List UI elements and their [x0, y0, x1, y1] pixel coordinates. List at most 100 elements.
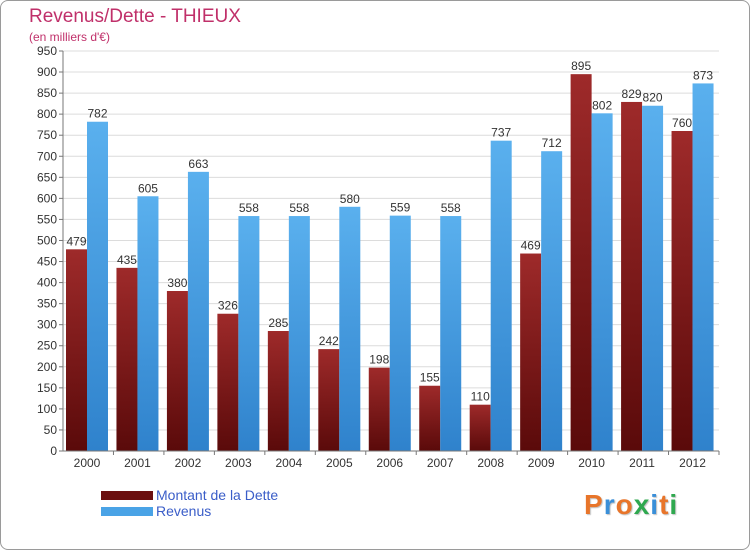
y-axis-ticks: 0 50 100 150 200 250 300 350 400 450 500 550 600 650 7… [37, 44, 63, 458]
y-tick-label: 250 [37, 339, 57, 353]
bar-dette [217, 313, 239, 451]
y-tick-label: 500 [37, 233, 57, 247]
legend-label-dette: Montant de la Dette [156, 487, 279, 503]
x-tick-label: 2000 [74, 456, 101, 470]
y-tick-label: 700 [37, 149, 57, 163]
bar-dette [116, 267, 138, 451]
label-revenus: 782 [87, 107, 107, 121]
x-tick-label: 2008 [477, 456, 504, 470]
legend-swatch-revenus [101, 506, 153, 516]
y-tick-label: 100 [37, 402, 57, 416]
logo-letter: P [584, 489, 604, 520]
label-dette: 895 [571, 59, 591, 73]
y-tick-label: 850 [37, 86, 57, 100]
bar-revenus [642, 105, 664, 451]
label-revenus: 605 [138, 181, 158, 195]
chart-title: Revenus/Dette - THIEUX [29, 6, 241, 27]
label-dette: 285 [268, 316, 288, 330]
bar-revenus [187, 171, 209, 451]
bar-dette [318, 349, 340, 451]
label-dette: 155 [420, 371, 440, 385]
bar-revenus [238, 216, 260, 451]
bar-revenus [87, 121, 108, 451]
bar-dette [671, 131, 693, 451]
bar-revenus [692, 83, 714, 451]
logo-letter: t [659, 489, 670, 520]
bar-dette [570, 74, 592, 451]
logo-letter: i [650, 489, 660, 520]
bar-dette [166, 291, 188, 451]
label-dette: 829 [622, 87, 642, 101]
bar-revenus [541, 151, 563, 452]
label-dette: 198 [369, 353, 389, 367]
bar-dette [267, 331, 289, 451]
x-tick-label: 2007 [427, 456, 454, 470]
y-tick-label: 750 [37, 128, 57, 142]
label-dette: 479 [66, 234, 86, 248]
bar-dette [621, 101, 643, 452]
x-tick-label: 2012 [679, 456, 706, 470]
legend-item-dette: Montant de la Dette [101, 487, 278, 503]
x-tick-label: 2005 [326, 456, 353, 470]
label-revenus: 558 [441, 201, 461, 215]
y-tick-label: 900 [37, 65, 57, 79]
label-revenus: 663 [188, 157, 208, 171]
y-tick-label: 800 [37, 107, 57, 121]
proxiti-logo: Proxiti [584, 489, 678, 521]
bars [66, 74, 714, 452]
x-tick-label: 2009 [528, 456, 555, 470]
label-revenus: 802 [592, 98, 612, 112]
label-revenus: 558 [289, 201, 309, 215]
x-tick-label: 2010 [578, 456, 605, 470]
logo-letter: o [615, 489, 634, 520]
label-dette: 242 [319, 334, 339, 348]
legend: Montant de la Dette Revenus [101, 487, 278, 519]
y-tick-label: 600 [37, 191, 57, 205]
y-tick-label: 400 [37, 276, 57, 290]
legend-swatch-dette [101, 490, 153, 500]
logo-letter: x [633, 489, 651, 520]
x-tick-label: 2006 [376, 456, 403, 470]
x-axis-ticks: 2000 2001 2002 2003 2004 2005 2006 2007 2008 2009… [74, 451, 720, 470]
label-revenus: 558 [239, 201, 259, 215]
y-tick-label: 0 [50, 444, 57, 458]
bar-revenus [339, 206, 361, 451]
bar-revenus [389, 215, 411, 451]
bar-revenus [591, 113, 613, 451]
bar-revenus [440, 216, 462, 451]
chart-subtitle: (en milliers d'€) [29, 30, 110, 44]
bar-dette [469, 404, 491, 451]
label-revenus: 712 [542, 136, 562, 150]
data-labels: 479 782 435 605 380 663 326 558 285 558 242 580 198 5… [66, 59, 713, 404]
x-tick-label: 2011 [629, 456, 655, 470]
bar-revenus [288, 216, 310, 451]
y-tick-label: 50 [44, 423, 58, 437]
y-tick-label: 300 [37, 318, 57, 332]
logo-letter: r [603, 489, 616, 520]
logo-letter: i [669, 489, 679, 520]
x-tick-label: 2002 [175, 456, 202, 470]
label-revenus: 820 [643, 91, 663, 105]
label-revenus: 737 [491, 126, 511, 140]
label-revenus: 873 [693, 68, 713, 82]
legend-label-revenus: Revenus [156, 503, 212, 519]
bar-dette [419, 385, 441, 451]
label-dette: 380 [167, 276, 187, 290]
bar-dette [368, 367, 390, 451]
x-tick-label: 2004 [275, 456, 302, 470]
label-dette: 469 [521, 239, 541, 253]
y-tick-label: 150 [37, 381, 57, 395]
bar-revenus [490, 140, 512, 451]
y-tick-label: 350 [37, 297, 57, 311]
y-tick-label: 550 [37, 212, 57, 226]
label-dette: 435 [117, 253, 137, 267]
label-revenus: 580 [340, 192, 360, 206]
y-tick-label: 650 [37, 170, 57, 184]
y-tick-label: 450 [37, 255, 57, 269]
label-dette: 760 [672, 116, 692, 130]
label-revenus: 559 [390, 201, 410, 215]
y-tick-label: 950 [37, 44, 57, 58]
bar-dette [520, 253, 542, 451]
